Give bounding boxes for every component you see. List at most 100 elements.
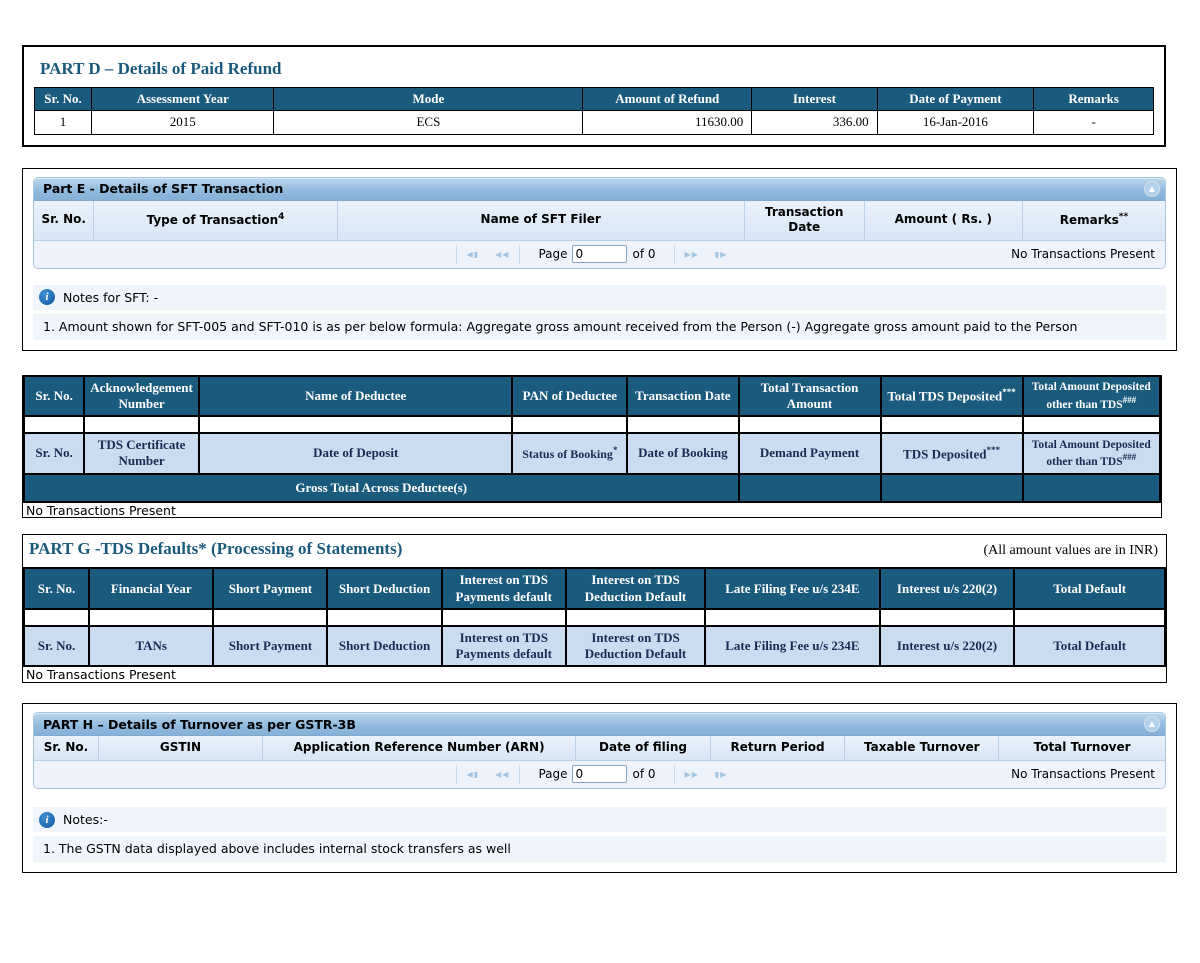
header-cell: Assessment Year [91, 86, 275, 112]
gross-total-label: Gross Total Across Deductee(s) [23, 472, 740, 503]
header-cell: Date of filing [575, 736, 711, 761]
page-of-label: of 0 [632, 247, 656, 262]
header-cell: Total Amount Deposited other than TDS### [1021, 374, 1162, 418]
header-cell: Name of Deductee [197, 374, 514, 418]
header-cell: Name of SFT Filer [337, 200, 745, 241]
header-cell: Interest on TDS Deduction Default [564, 567, 707, 610]
part-h-accordion: PART H – Details of Turnover as per GSTR… [33, 712, 1166, 789]
header-cell: Status of Booking* [511, 432, 629, 475]
note-text: 1. The GSTN data displayed above include… [43, 841, 511, 857]
part-g-header-row-1: Sr. No. Financial Year Short Payment Sho… [22, 567, 1166, 610]
part-h-header-row: Sr. No. GSTIN Application Reference Numb… [34, 736, 1165, 761]
notes-title: Notes:- [63, 811, 108, 827]
part-e-title: Part E - Details of SFT Transaction [43, 181, 284, 196]
pager-first-icon[interactable]: ◀▮ [466, 769, 480, 779]
header-cell: Sr. No. [22, 432, 86, 475]
cell-remarks: - [1033, 110, 1154, 135]
header-cell: Interest u/s 220(2) [878, 567, 1016, 610]
part-h-note-item: 1. The GSTN data displayed above include… [33, 836, 1166, 862]
page-label: Page [538, 247, 568, 262]
cell-amount: 11630.00 [582, 110, 753, 135]
status-text: No Transactions Present [26, 667, 176, 683]
collapse-icon[interactable]: ▲ [1144, 180, 1160, 197]
header-cell: Taxable Turnover [844, 736, 1000, 761]
pager-last-icon[interactable]: ▮▶ [714, 769, 728, 779]
pager-next-icon[interactable]: ▶▶ [684, 769, 699, 779]
header-cell: Short Payment [212, 567, 329, 610]
page-input[interactable] [571, 245, 627, 264]
header-cell: Transaction Date [626, 374, 740, 418]
gross-total-cell [879, 472, 1024, 503]
header-cell: Amount ( Rs. ) [864, 200, 1023, 241]
part-h-title: PART H – Details of Turnover as per GSTR… [43, 716, 356, 732]
empty-row [22, 415, 1162, 435]
part-d-header-row: Sr. No. Assessment Year Mode Amount of R… [33, 86, 1154, 112]
header-cell: TDS Certificate Number [83, 432, 200, 475]
part-g-title: PART G -TDS Defaults* (Processing of Sta… [29, 539, 403, 559]
gross-total-cell [737, 472, 882, 503]
cell-mode: ECS [273, 110, 584, 135]
part-f-header-row-1: Sr. No. Acknowledgement Number Name of D… [22, 374, 1162, 418]
status-text: No Transactions Present [1011, 767, 1156, 782]
pager-prev-icon[interactable]: ◀◀ [495, 769, 510, 779]
part-h-notes-header: i Notes:- [33, 806, 1166, 833]
page-label: Page [538, 767, 568, 782]
table-row: 1 2015 ECS 11630.00 336.00 16-Jan-2016 - [33, 110, 1154, 135]
header-cell: Return Period [710, 736, 846, 761]
header-cell: Interest [751, 86, 878, 112]
cell-date: 16-Jan-2016 [876, 110, 1035, 135]
header-cell: Type of Transaction4 [93, 200, 338, 241]
collapse-icon[interactable]: ▲ [1144, 716, 1160, 733]
info-icon: i [39, 289, 55, 306]
page-of-label: of 0 [632, 767, 656, 782]
part-d-title: PART D – Details of Paid Refund [40, 59, 282, 78]
header-cell: Total Transaction Amount [737, 374, 882, 418]
header-cell: Transaction Date [744, 200, 865, 241]
part-g-table: Sr. No. Financial Year Short Payment Sho… [22, 567, 1166, 668]
header-cell: Application Reference Number (ARN) [262, 736, 577, 761]
part-h-accordion-bar[interactable]: PART H – Details of Turnover as per GSTR… [34, 713, 1165, 737]
part-e-section: Part E - Details of SFT Transaction ▲ Sr… [22, 167, 1177, 351]
status-text: No Transactions Present [1011, 247, 1156, 262]
header-cell: Date of Deposit [197, 432, 514, 475]
gross-total-cell [1021, 472, 1162, 503]
note-text: 1. Amount shown for SFT-005 and SFT-010 … [43, 319, 1078, 335]
header-cell: Sr. No. [33, 86, 93, 112]
header-cell: Sr. No. [22, 374, 86, 418]
header-cell: Demand Payment [737, 432, 882, 475]
part-e-note-item: 1. Amount shown for SFT-005 and SFT-010 … [33, 314, 1166, 340]
part-g-section: PART G -TDS Defaults* (Processing of Sta… [22, 534, 1167, 684]
pager-last-icon[interactable]: ▮▶ [714, 249, 728, 259]
pager-next-icon[interactable]: ▶▶ [684, 249, 699, 259]
part-e-accordion-bar[interactable]: Part E - Details of SFT Transaction ▲ [34, 177, 1165, 201]
part-d-table: Sr. No. Assessment Year Mode Amount of R… [33, 86, 1154, 135]
inr-note: (All amount values are in INR) [983, 543, 1158, 559]
header-cell: Total Default [1013, 624, 1166, 668]
header-cell: Interest on TDS Payments default [440, 567, 567, 610]
header-cell: Sr. No. [34, 200, 95, 241]
header-cell: Mode [273, 86, 584, 112]
header-cell: Short Deduction [326, 567, 443, 610]
part-g-header-row-2: Sr. No. TANs Short Payment Short Deducti… [22, 624, 1166, 668]
part-h-table: Sr. No. GSTIN Application Reference Numb… [34, 736, 1165, 761]
header-cell: Late Filing Fee u/s 234E [704, 624, 881, 668]
part-d-section: PART D – Details of Paid Refund Sr. No. … [22, 45, 1166, 147]
header-cell: Interest u/s 220(2) [878, 624, 1016, 668]
header-cell: Total Amount Deposited other than TDS### [1021, 432, 1162, 475]
part-e-header-row: Sr. No. Type of Transaction4 Name of SFT… [34, 200, 1165, 241]
empty-row [22, 607, 1166, 627]
pager-first-icon[interactable]: ◀▮ [466, 249, 480, 259]
header-cell: Remarks [1033, 86, 1154, 112]
header-cell: Date of Booking [626, 432, 740, 475]
page-input[interactable] [571, 765, 627, 784]
part-f-table: Sr. No. Acknowledgement Number Name of D… [22, 374, 1162, 503]
part-f-header-row-2: Sr. No. TDS Certificate Number Date of D… [22, 432, 1162, 475]
pager-prev-icon[interactable]: ◀◀ [495, 249, 510, 259]
info-icon: i [39, 811, 55, 828]
notes-title: Notes for SFT: - [63, 289, 159, 305]
header-cell: Sr. No. [34, 736, 99, 761]
header-cell: Total Turnover [998, 736, 1165, 761]
part-h-pager: ◀▮ ◀◀ Page of 0 ▶▶ ▮▶ No Transactions Pr… [34, 760, 1165, 788]
header-cell: GSTIN [98, 736, 263, 761]
header-cell: Sr. No. [22, 567, 91, 610]
